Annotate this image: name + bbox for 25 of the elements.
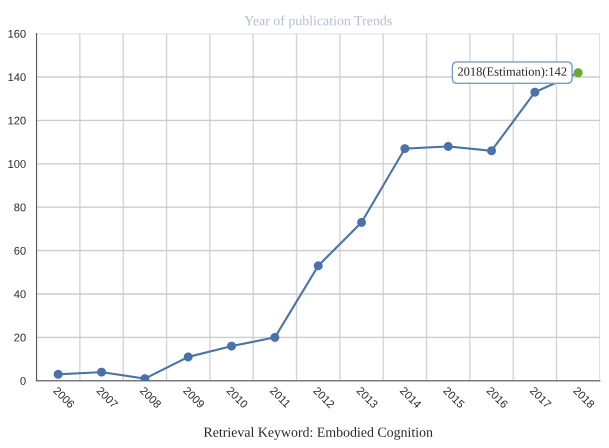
point <box>97 368 106 377</box>
chart-title: Year of publication Trends <box>244 15 392 28</box>
point <box>574 68 583 78</box>
point <box>54 370 63 379</box>
y-tick-label: 0 <box>20 377 26 385</box>
point <box>530 88 540 97</box>
y-tick-label: 60 <box>14 246 26 255</box>
point <box>314 261 323 270</box>
point <box>270 332 280 342</box>
y-tick-label: 20 <box>14 334 26 342</box>
y-tick-label: 120 <box>8 116 26 125</box>
point <box>487 146 496 156</box>
annotation: 2018(Estimation):142 <box>458 66 566 78</box>
point <box>184 352 193 362</box>
point <box>400 144 410 154</box>
y-tick-label: 80 <box>14 203 26 212</box>
y-tick-label: 140 <box>8 73 26 82</box>
y-tick-label: 160 <box>8 30 26 38</box>
x-axis-title: Retrieval Keyword: Embodied Cognition <box>204 427 433 440</box>
y-tick-label: 100 <box>8 160 26 168</box>
y-tick-label: 40 <box>14 290 26 298</box>
point <box>444 142 453 151</box>
point <box>140 374 150 381</box>
point <box>227 342 236 351</box>
point <box>357 218 366 227</box>
